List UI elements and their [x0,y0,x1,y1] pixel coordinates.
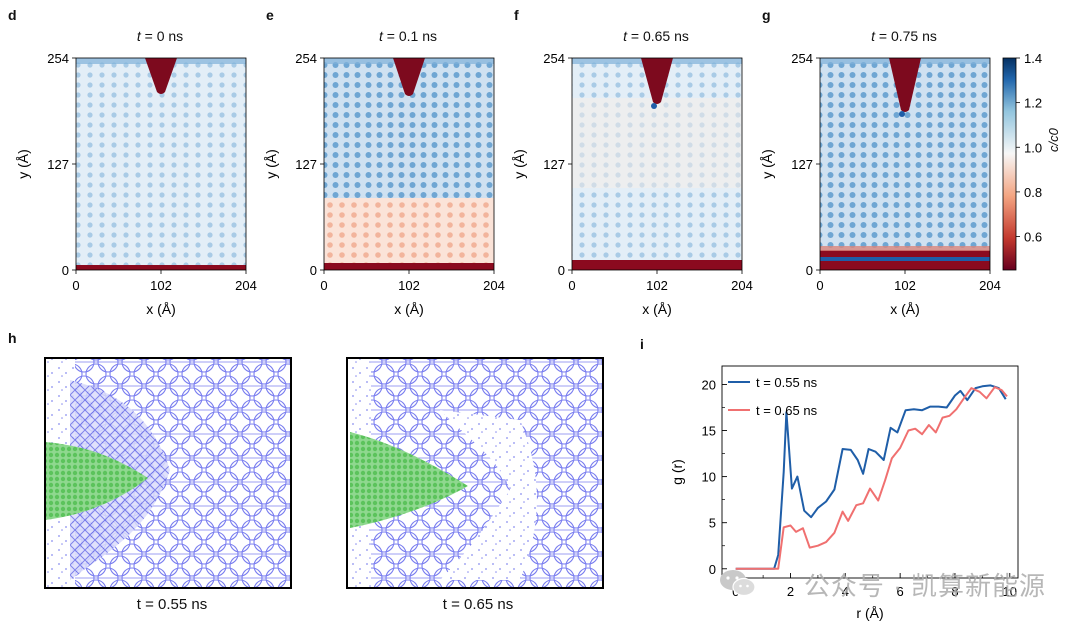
x-tick-label: 102 [646,278,668,293]
heatmap-title-f: t = 0.65 ns [623,28,689,44]
heatmap-bottom-band [324,263,494,270]
rdf-x-tick-label: 4 [842,584,849,599]
snapshot-figure [44,357,604,589]
y-axis-label: y (Å) [15,149,31,179]
x-tick-label: 204 [731,278,753,293]
panel-label-e: e [266,7,274,23]
x-tick-label: 204 [235,278,257,293]
rdf-y-tick-label: 5 [709,516,716,531]
y-tick-label: 254 [791,51,813,66]
y-tick-label: 254 [47,51,69,66]
x-axis-label: x (Å) [642,301,672,317]
heatmap-tip-spot [899,111,905,117]
rdf-frame [721,365,1019,579]
rdf-y-axis-label: g (r) [669,459,685,485]
heatmap-depletion-zone [324,198,494,264]
watermark: 公众号 · 凯算新能源 [803,571,1046,601]
y-tick-label: 0 [806,263,813,278]
y-axis-label: y (Å) [263,149,279,179]
heatmap-panel-f: 0 102 204 0 127 254 x (Å) y (Å) [511,51,753,317]
rdf-x-tick-label: 8 [951,584,958,599]
rdf-x-tick-label: 2 [787,584,794,599]
y-axis-label: y (Å) [759,149,775,179]
x-tick-label: 204 [483,278,505,293]
rdf-series-line-2 [735,386,1008,570]
y-tick-label: 0 [310,263,317,278]
rdf-y-tick-label: 15 [702,424,716,439]
particle-cluster-0.55ns [45,442,148,520]
x-axis-label: x (Å) [394,301,424,317]
y-tick-label: 254 [543,51,565,66]
heatmap-bottom-blue-band [820,257,990,261]
x-tick-label: 102 [150,278,172,293]
wechat-icon [720,570,756,597]
y-axis-label: y (Å) [511,149,527,179]
rdf-series-line-1 [735,384,1007,570]
particle-cluster-0.65ns [350,432,468,528]
heatmap-tip [641,58,673,104]
heatmap-light-zone [572,98,742,188]
heatmap-panel-d: 0 102 204 0 127 254 x (Å) y (Å) [15,51,257,317]
colorbar-gradient [1002,57,1017,271]
heatmap-bottom-band [76,265,246,270]
x-axis-label: x (Å) [146,301,176,317]
snapshot-0.55ns [45,358,291,588]
rdf-y-tick-label: 20 [702,377,716,392]
heatmap-bottom-band [572,260,742,270]
heatmap-tip [889,58,921,112]
rdf-y-tick-label: 10 [702,470,716,485]
rdf-x-tick-label: 10 [1003,584,1017,599]
colorbar-tick-label: 0.8 [1024,185,1042,200]
colorbar-tick-label: 1.0 [1024,140,1042,155]
rdf-x-tick-label: 6 [897,584,904,599]
y-tick-label: 127 [791,157,813,172]
y-tick-label: 127 [47,157,69,172]
y-tick-label: 127 [295,157,317,172]
panel-label-d: d [8,7,17,23]
x-tick-label: 0 [816,278,823,293]
heatmap-title-e: t = 0.1 ns [378,28,437,44]
y-tick-label: 0 [558,263,565,278]
x-tick-label: 102 [398,278,420,293]
colorbar-tick-label: 1.2 [1024,96,1042,111]
rdf-chart: 024681005101520r (Å)g (r) t = 0.55 nst =… [669,365,1019,621]
colorbar-tick-label: 1.4 [1024,51,1042,66]
panel-label-g: g [762,7,771,23]
panel-label-h: h [8,330,17,346]
y-tick-label: 127 [543,157,565,172]
x-tick-label: 204 [979,278,1001,293]
colorbar: 1.4 1.2 1.0 0.8 0.6 [1002,51,1042,271]
colorbar-tick-label: 0.6 [1024,230,1042,245]
rdf-legend-label-1: t = 0.55 ns [756,375,818,390]
heatmap-title-d: t = 0 ns [136,28,184,44]
heatmap-tip-spot [651,103,657,109]
panel-label-f: f [514,7,519,23]
panel-label-i: i [640,336,644,352]
x-tick-label: 0 [568,278,575,293]
heatmap-panel-g: 0 102 204 0 127 254 x (Å) y (Å) [759,51,1001,317]
rdf-legend-label-2: t = 0.65 ns [756,403,818,418]
x-axis-label: x (Å) [890,301,920,317]
heatmap-tip [393,58,425,96]
heatmap-panel-e: 0 102 204 0 127 254 x (Å) y (Å) [263,51,505,317]
x-tick-label: 0 [72,278,79,293]
heatmap-bottom-pink-band [820,246,990,251]
heatmap-title-g: t = 0.75 ns [871,28,937,44]
x-tick-label: 0 [320,278,327,293]
x-tick-label: 102 [894,278,916,293]
heatmap-tip [145,58,177,94]
snapshot-caption-2: t = 0.65 ns [442,596,514,613]
heatmap-figure: 0 102 204 0 127 254 x (Å) y (Å) 0 102 204 0 127 254 x … [15,51,1042,317]
rdf-x-axis-label: r (Å) [856,605,883,621]
y-tick-label: 254 [295,51,317,66]
colorbar-label: c/c0 [1046,128,1061,152]
snapshot-0.65ns [347,358,603,588]
rdf-y-tick-label: 0 [709,562,716,577]
y-tick-label: 0 [62,263,69,278]
snapshot-caption-1: t = 0.55 ns [136,596,208,613]
